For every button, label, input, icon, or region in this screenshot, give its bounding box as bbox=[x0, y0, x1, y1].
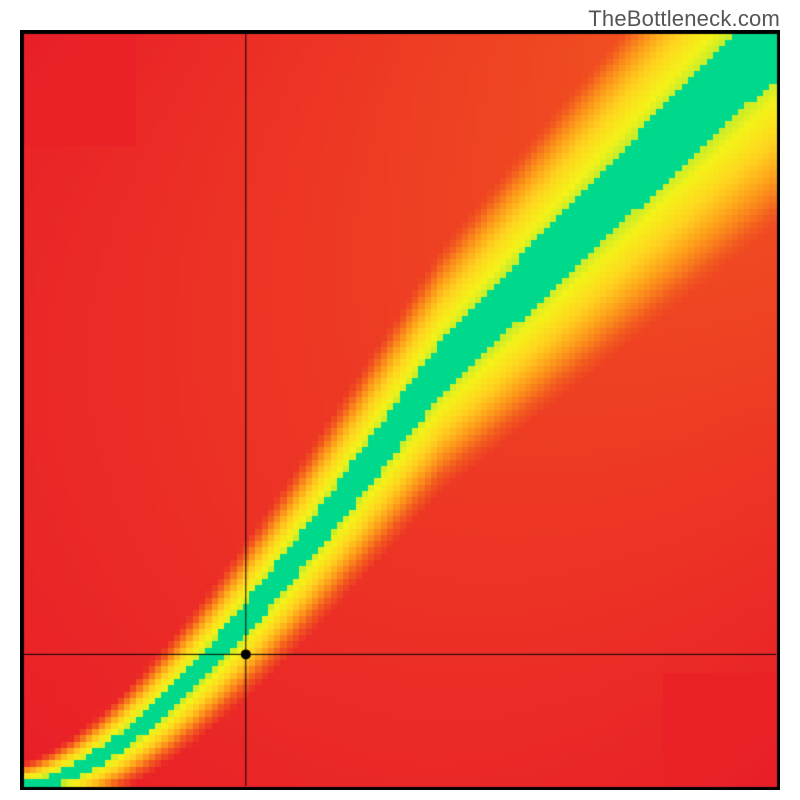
plot-area bbox=[20, 30, 780, 790]
overlay-canvas bbox=[20, 30, 780, 790]
canvas-wrap bbox=[20, 30, 780, 790]
watermark-text: TheBottleneck.com bbox=[588, 6, 780, 32]
figure-container: TheBottleneck.com bbox=[0, 0, 800, 800]
